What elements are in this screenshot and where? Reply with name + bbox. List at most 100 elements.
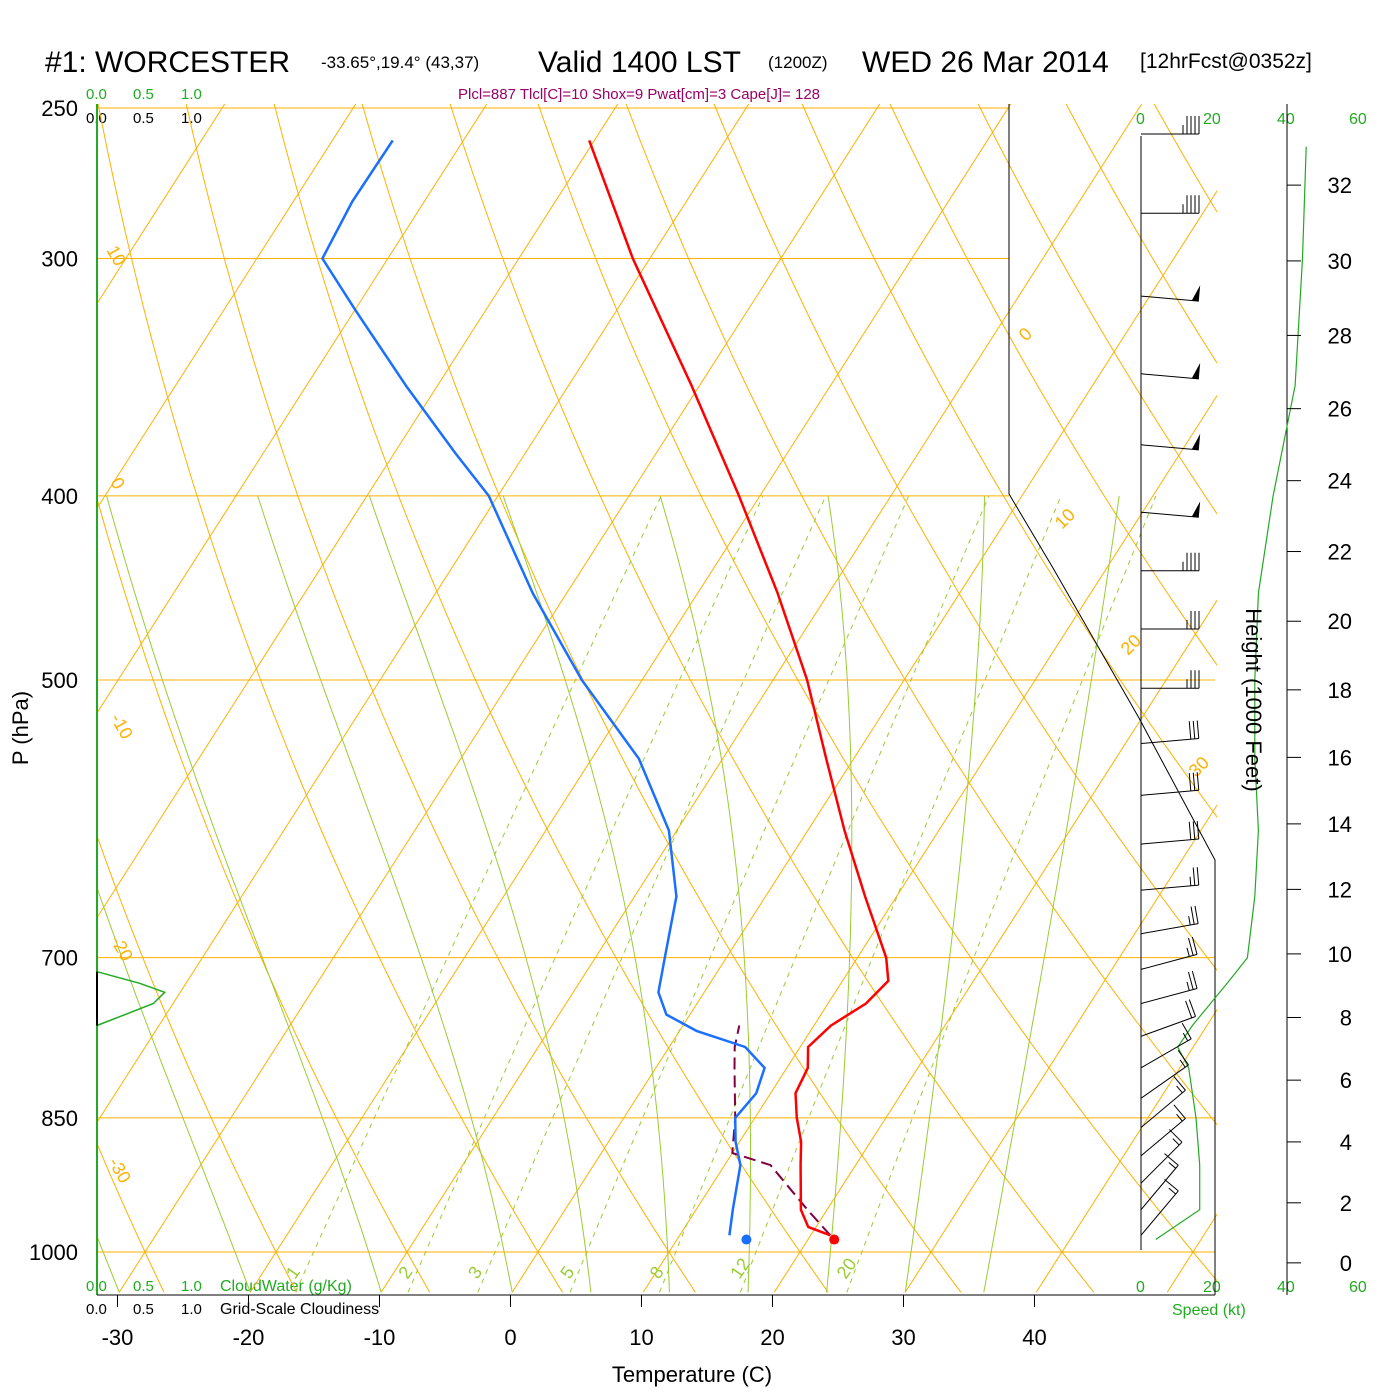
- isotherm-line: [118, 104, 881, 1293]
- wind-speed-profile-line: [1155, 146, 1307, 1240]
- speed-scale-bottom: 0 20 40 60 Speed (kt): [1136, 1279, 1367, 1319]
- isotherm-line: [1166, 1213, 1217, 1293]
- cloud-top-green-2: 1.0: [181, 86, 202, 103]
- height-tick-label: 20: [1328, 609, 1352, 634]
- height-tick-label: 2: [1340, 1191, 1352, 1216]
- wind-barb-staff: [1140, 1190, 1179, 1236]
- wind-barb-staff: [1140, 373, 1199, 380]
- wind-barb: [1140, 821, 1200, 845]
- cloudwater-profile-line: [96, 970, 167, 1027]
- wind-barb-pennant: [1191, 433, 1201, 450]
- cloud-bottom-black-0: 0.0: [86, 1301, 107, 1318]
- isotherm-line: [249, 104, 1012, 1293]
- height-tick-label: 32: [1328, 173, 1352, 198]
- mixing-ratio-line: [477, 495, 827, 1293]
- wind-barb: [1140, 905, 1199, 935]
- y-tick-label: 400: [41, 484, 78, 509]
- moist-adiabat-line: [368, 495, 592, 1293]
- forecast-info: [12hrFcst@0352z]: [1140, 50, 1312, 73]
- dry-adiabat-line: [1153, 104, 1217, 213]
- wind-barb-staff: [1140, 923, 1199, 935]
- wind-barb-feather: [1196, 720, 1200, 739]
- cloud-bottom-green-1: 0.5: [133, 1278, 154, 1295]
- wind-barb: [1141, 115, 1200, 135]
- wind-barb-staff: [1140, 295, 1199, 302]
- y-tick-label: 250: [41, 96, 78, 121]
- cloud-top-green-1: 0.5: [133, 86, 154, 103]
- wind-barb: [1140, 772, 1200, 796]
- moist-adiabat-line: [97, 886, 251, 1293]
- wind-barb-half-feather: [1186, 981, 1190, 991]
- dry-adiabat-line: [713, 104, 1217, 971]
- dry-adiabat-line: [361, 104, 962, 1293]
- wind-barb-feather: [1196, 821, 1200, 840]
- wind-barb-staff: [1140, 1016, 1196, 1037]
- x-tick-label: 10: [629, 1325, 653, 1350]
- height-tick-label: 14: [1328, 812, 1352, 837]
- moist-adiabat-line: [904, 495, 985, 1293]
- height-tick-label: 16: [1328, 745, 1352, 770]
- wind-barb-feather: [1188, 721, 1192, 740]
- wind-barb-feather: [1191, 970, 1198, 989]
- dry-adiabat-line: [889, 104, 1217, 666]
- height-tick-label: 28: [1328, 323, 1352, 348]
- dry-adiabat-line: [0, 74, 31, 1292]
- wind-barb-half-feather: [1168, 1162, 1177, 1169]
- wind-barb-staff: [1140, 1141, 1183, 1184]
- wind-barb: [1140, 1023, 1192, 1069]
- cloud-bottom-green-2: 1.0: [181, 1278, 202, 1295]
- moist-adiabat-line: [97, 1234, 120, 1293]
- chart-background-lines: [0, 74, 1217, 1293]
- mixing-ratio-line: [569, 495, 910, 1293]
- height-tick-label: 12: [1328, 877, 1352, 902]
- wind-barb-half-feather: [1182, 1032, 1189, 1042]
- wind-barb: [1140, 1129, 1183, 1184]
- speed-bottom-2: 40: [1277, 1279, 1295, 1296]
- mixing-ratio-line: [295, 495, 662, 1293]
- wind-barbs: [1140, 115, 1201, 1236]
- x-tick-label: -30: [102, 1325, 134, 1350]
- isotherm-line: [1035, 1008, 1217, 1293]
- wind-barb-staff: [1140, 1089, 1186, 1128]
- moist-adiabat-line: [502, 495, 670, 1293]
- wind-barb-pennant: [1191, 362, 1201, 379]
- cloud-top-black-2: 1.0: [181, 110, 202, 127]
- moist-adiabat-line: [257, 495, 513, 1293]
- speed-top-2: 40: [1277, 111, 1295, 128]
- isotherm-label: -20: [107, 932, 137, 965]
- wind-barb: [1141, 610, 1200, 630]
- speed-top-0: 0: [1136, 111, 1145, 128]
- wind-barb: [1141, 670, 1200, 689]
- y-tick-label: 700: [41, 946, 78, 971]
- cloud-scale-bottom: 0.0 0.5 1.0 CloudWater (g/Kg) 0.0 0.5 1.…: [86, 1278, 379, 1318]
- wind-barb-pennant: [1191, 285, 1201, 302]
- wind-barb-half-feather: [1188, 916, 1191, 926]
- wind-barb-staff: [1140, 838, 1199, 845]
- speed-scale-top: 0 20 40 60: [1136, 111, 1367, 128]
- wind-barb-half-feather: [1186, 947, 1190, 957]
- wind-barb-feather: [1192, 720, 1196, 739]
- dry-adiabat-line: [801, 104, 1217, 818]
- moist-adiabat-line: [106, 495, 382, 1293]
- moist-adiabat-line: [659, 495, 751, 1293]
- isotherm-line: [773, 599, 1217, 1293]
- cloudwater-label: CloudWater (g/Kg): [220, 1278, 352, 1295]
- x-tick-label: 20: [760, 1325, 784, 1350]
- wind-barb-feather: [1196, 772, 1200, 791]
- x-tick-label: -10: [364, 1325, 396, 1350]
- wind-barb-feather: [1192, 821, 1196, 840]
- height-tick-label: 22: [1328, 540, 1352, 565]
- wind-barb-half-feather: [1168, 1187, 1177, 1195]
- isotherm-label: -30: [105, 1154, 135, 1187]
- wind-barb: [1140, 1076, 1186, 1128]
- wind-barb: [1140, 1049, 1189, 1099]
- dry-adiabat-line: [97, 104, 563, 1293]
- dry-adiabat-line: [97, 496, 431, 1293]
- speed-bottom-3: 60: [1349, 1279, 1367, 1296]
- wind-barb: [1140, 867, 1200, 891]
- wind-barb-feather: [1192, 867, 1196, 886]
- wind-barb-staff: [1140, 444, 1199, 451]
- wind-barb: [1140, 501, 1201, 518]
- dry-adiabat-line: [97, 1142, 165, 1293]
- wind-barb-feather: [1192, 772, 1196, 791]
